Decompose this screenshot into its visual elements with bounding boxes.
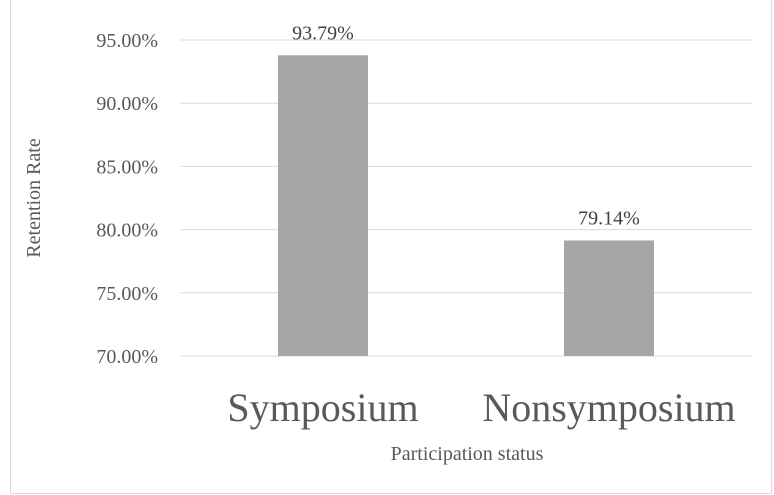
bar (564, 240, 654, 356)
data-label: 79.14% (578, 207, 640, 229)
data-label: 93.79% (292, 22, 354, 44)
gridlines (180, 39, 752, 357)
y-tick-label: 75.00% (96, 283, 158, 305)
category-labels: Symposium Nonsymposium (227, 385, 735, 430)
y-tick-label: 85.00% (96, 156, 158, 178)
y-tick-label: 90.00% (96, 93, 158, 115)
data-labels: 93.79% 79.14% (292, 22, 640, 229)
bar (278, 55, 368, 356)
bars (278, 55, 654, 356)
y-tick-label: 80.00% (96, 220, 158, 242)
x-axis-title: Participation status (391, 443, 544, 465)
category-label: Symposium (227, 385, 418, 430)
chart-frame (10, 0, 772, 494)
y-tick-label: 70.00% (96, 346, 158, 368)
category-label: Nonsymposium (482, 385, 735, 430)
y-axis-tick-labels: 70.00% 75.00% 80.00% 85.00% 90.00% 95.00% (96, 30, 158, 368)
y-tick-label: 95.00% (96, 30, 158, 52)
y-axis-title: Retention Rate (23, 138, 45, 258)
